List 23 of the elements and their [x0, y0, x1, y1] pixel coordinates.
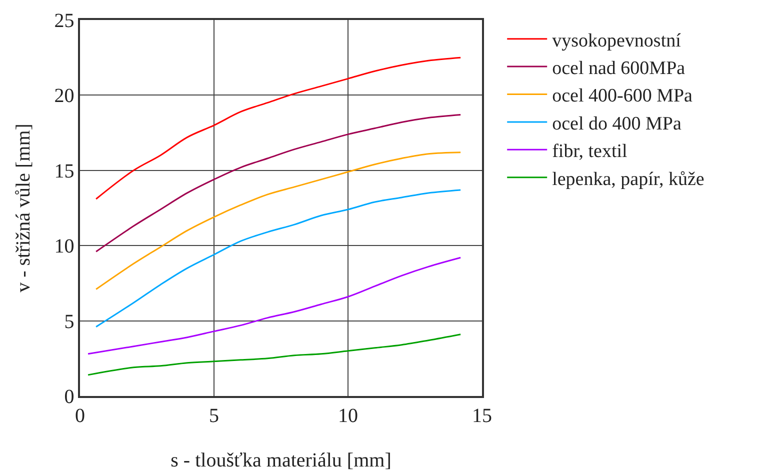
y-tick-label: 5: [64, 310, 74, 333]
legend-label: ocel 400-600 MPa: [552, 86, 694, 107]
x-tick-label: 10: [338, 404, 358, 427]
x-axis-title: s - tloušťka materiálu [mm]: [170, 450, 392, 472]
y-axis-title: v - střižná vůle [mm]: [12, 124, 34, 292]
line-series: [95, 189, 462, 328]
y-tick-label: 15: [54, 160, 74, 182]
line-series: [87, 334, 462, 376]
legend-label: vysokopevnostní: [552, 30, 682, 52]
x-tick-label: 5: [209, 404, 219, 427]
y-tick-label: 20: [54, 85, 74, 108]
line-series: [87, 256, 462, 355]
line-series: [95, 114, 462, 252]
y-tick-label: 0: [64, 386, 74, 408]
x-tick-label: 15: [472, 404, 492, 427]
line-series: [95, 56, 462, 200]
legend-label: ocel nad 600MPa: [552, 58, 686, 79]
legend-label: ocel do 400 MPa: [552, 113, 682, 134]
legend-label: lepenka, papír, kůže: [552, 168, 704, 190]
legend-label: fibr, textil: [552, 141, 628, 162]
y-tick-label: 10: [54, 236, 74, 258]
y-tick-label: 25: [54, 10, 74, 32]
line-series: [95, 152, 462, 290]
